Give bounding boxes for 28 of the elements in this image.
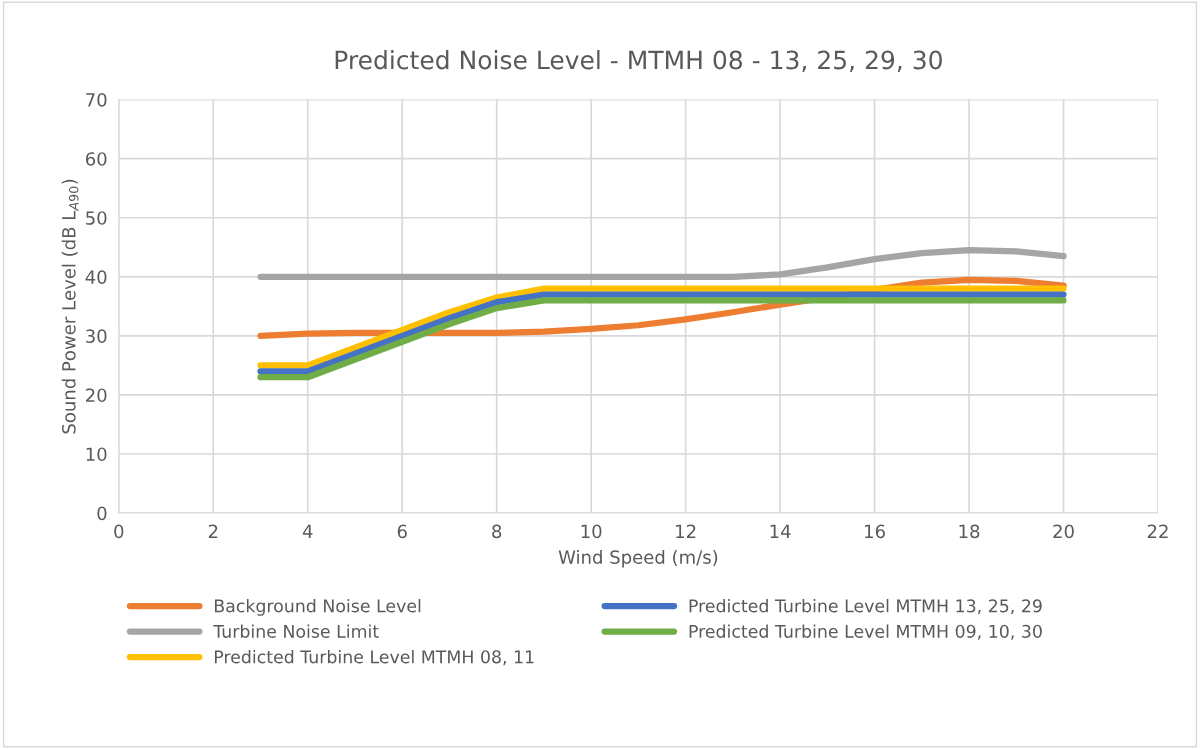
x-tick-label: 10 <box>581 524 602 539</box>
x-tick-label: 20 <box>1053 524 1074 539</box>
legend-label: Background Noise Level <box>214 598 421 616</box>
legend-label: Predicted Turbine Level MTMH 08, 11 <box>214 649 534 666</box>
x-tick-label: 22 <box>1147 524 1168 538</box>
x-tick-label: 14 <box>770 524 791 538</box>
legend-label: Predicted Turbine Level MTMH 09, 10, 30 <box>689 624 1042 640</box>
y-tick-label: 0 <box>97 506 107 521</box>
legend-label: Turbine Noise Limit <box>213 624 379 638</box>
x-axis-title: Wind Speed (m/s) <box>558 549 718 568</box>
x-tick-label: 18 <box>959 524 980 539</box>
legend-label: Predicted Turbine Level MTMH 13, 25, 29 <box>689 598 1042 615</box>
y-tick-label: 60 <box>85 152 107 166</box>
y-tick-label: 50 <box>86 211 107 225</box>
y-axis-title: Sound Power Level (dB L$_{A90}$) <box>61 179 79 434</box>
y-tick-label: 70 <box>86 93 107 107</box>
x-tick-label: 0 <box>114 524 124 539</box>
x-tick-label: 4 <box>302 524 313 538</box>
y-tick-label: 20 <box>86 388 107 403</box>
chart-title: Predicted Noise Level - MTMH 08 - 13, 25, 29, 30 <box>335 50 942 72</box>
y-tick-label: 30 <box>86 329 107 343</box>
x-tick-label: 2 <box>208 524 218 538</box>
y-tick-label: 40 <box>85 270 107 284</box>
x-tick-label: 6 <box>397 524 407 539</box>
x-tick-label: 12 <box>676 524 696 538</box>
y-tick-label: 10 <box>86 447 107 462</box>
x-tick-label: 8 <box>492 524 502 539</box>
x-tick-label: 16 <box>865 524 885 539</box>
